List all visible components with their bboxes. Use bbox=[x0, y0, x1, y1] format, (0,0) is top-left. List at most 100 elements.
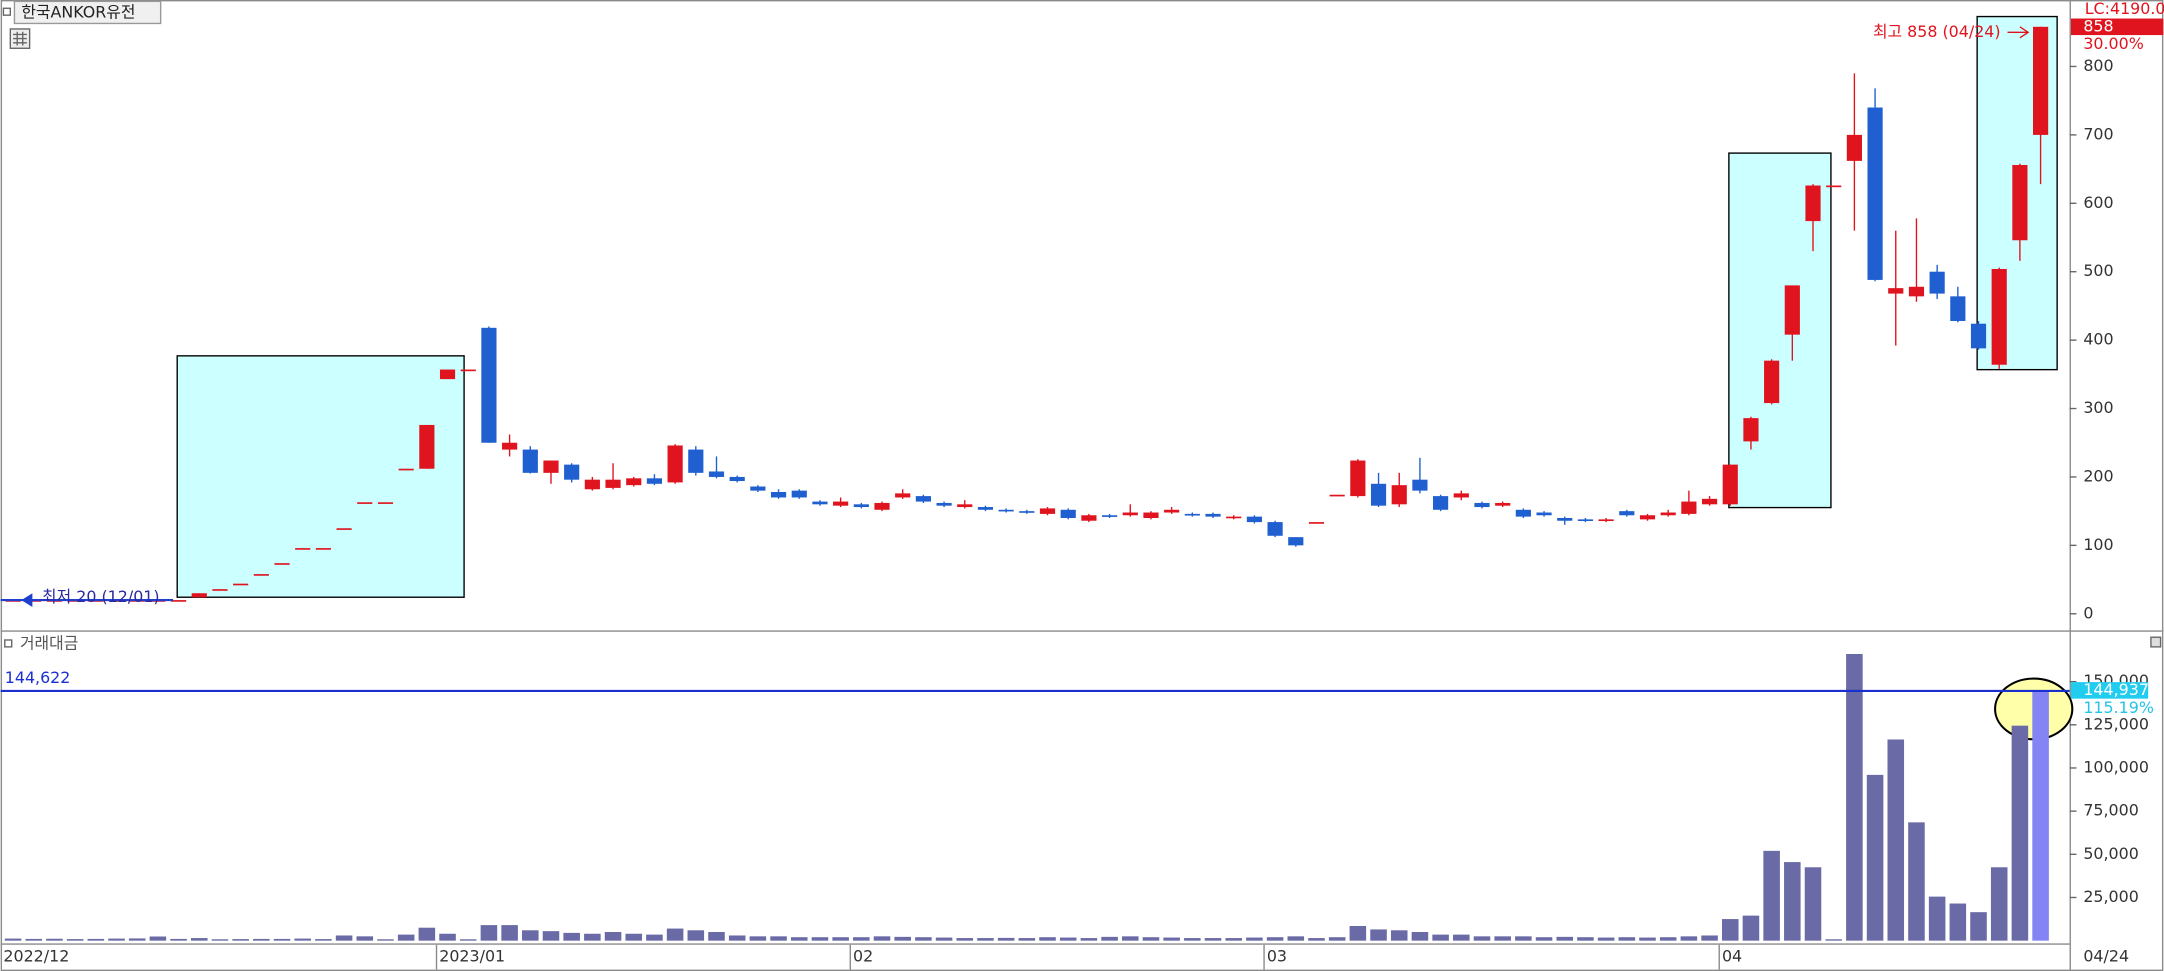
volume-bar bbox=[873, 936, 891, 941]
candle-body bbox=[1453, 493, 1469, 498]
volume-bar bbox=[1639, 937, 1656, 941]
candle-body bbox=[1598, 519, 1614, 522]
y-tick-label: 100 bbox=[2083, 535, 2113, 554]
candle-body bbox=[1226, 516, 1242, 519]
volume-bar bbox=[1928, 896, 1946, 941]
candle-body bbox=[1267, 522, 1283, 536]
candle-body bbox=[1867, 107, 1883, 280]
volume-bar bbox=[2011, 725, 2029, 941]
panel-title: 거래대금 bbox=[20, 634, 78, 653]
candle-body bbox=[936, 502, 952, 506]
x-tick-label: 02 bbox=[853, 947, 873, 966]
volume-bar bbox=[211, 939, 229, 941]
candle-body bbox=[170, 600, 187, 602]
volume-bar bbox=[1970, 912, 1987, 941]
volume-bar bbox=[935, 937, 953, 941]
candle-body bbox=[977, 507, 994, 510]
volume-bar bbox=[459, 939, 477, 941]
candle-body bbox=[564, 464, 580, 480]
volume-bar bbox=[1908, 822, 1925, 941]
y-tick-label: 400 bbox=[2083, 330, 2113, 349]
candle-body bbox=[874, 502, 890, 510]
volume-bar bbox=[728, 935, 746, 941]
volume-bar bbox=[190, 938, 208, 941]
y-tick-label: 500 bbox=[2083, 261, 2113, 280]
candle-body bbox=[1536, 512, 1552, 516]
candle-body bbox=[1039, 508, 1056, 514]
volume-bar bbox=[2032, 690, 2049, 941]
candle-body bbox=[357, 502, 373, 504]
volume-bar bbox=[625, 933, 643, 941]
candle-body bbox=[1660, 512, 1676, 516]
volume-bar bbox=[604, 932, 622, 941]
volume-bar bbox=[66, 939, 84, 941]
volume-bar bbox=[1121, 936, 1139, 941]
icon bbox=[13, 31, 27, 46]
volume-bar bbox=[253, 938, 270, 941]
volume-bar bbox=[1949, 903, 1967, 941]
candle-body bbox=[2033, 26, 2049, 135]
candle-body bbox=[1970, 323, 1987, 349]
candle-body bbox=[915, 496, 931, 502]
volume-bar bbox=[956, 938, 974, 941]
change-label: 30.00% bbox=[2083, 34, 2143, 53]
volume-bar bbox=[439, 933, 456, 941]
candle-body bbox=[1577, 519, 1594, 522]
volume-bar bbox=[128, 938, 146, 941]
candle-body bbox=[253, 574, 269, 576]
volume-bar bbox=[1866, 774, 1884, 941]
y-tick-label: 25,000 bbox=[2083, 887, 2139, 906]
volume-bar bbox=[749, 936, 767, 941]
volume-bar bbox=[1308, 938, 1325, 941]
candle-body bbox=[1329, 494, 1345, 497]
volume-bar bbox=[480, 925, 498, 941]
volume-bar bbox=[108, 938, 125, 941]
y-tick-label: 75,000 bbox=[2083, 801, 2139, 820]
candle-body bbox=[1784, 285, 1800, 335]
x-tick-label: 2023/01 bbox=[439, 947, 505, 966]
volume-bar bbox=[1101, 936, 1118, 941]
candle-body bbox=[626, 478, 642, 486]
candle-body bbox=[502, 442, 518, 450]
volume-bar bbox=[977, 938, 994, 941]
volume-bar bbox=[1411, 932, 1429, 941]
volume-bar bbox=[1370, 929, 1387, 941]
candle-body bbox=[1929, 271, 1945, 294]
volume-bar bbox=[1453, 934, 1470, 941]
candle-body bbox=[1846, 134, 1862, 161]
volume-bar bbox=[1018, 938, 1036, 941]
volume-bar bbox=[832, 937, 849, 941]
close-icon[interactable] bbox=[2150, 636, 2162, 648]
volume-bar bbox=[1680, 936, 1698, 941]
candle-body bbox=[770, 491, 787, 498]
candle-body bbox=[791, 490, 807, 498]
candle-body bbox=[1370, 483, 1387, 506]
volume-bar bbox=[997, 937, 1015, 941]
volume-bar bbox=[687, 930, 705, 941]
volume-bar bbox=[584, 933, 601, 941]
volume-bar bbox=[149, 936, 167, 941]
volume-bar bbox=[1287, 936, 1305, 941]
candle-body bbox=[646, 478, 663, 484]
candle-body bbox=[1805, 185, 1821, 222]
candle-body bbox=[1681, 501, 1697, 514]
y-tick-label: 600 bbox=[2083, 193, 2113, 212]
volume-bar bbox=[1556, 936, 1574, 941]
volume-bar bbox=[1246, 937, 1263, 941]
volume-bar bbox=[1597, 937, 1615, 941]
candle-body bbox=[1743, 418, 1759, 442]
x-tick-label: 2022/12 bbox=[3, 947, 69, 966]
candle-body bbox=[1495, 502, 1511, 506]
volume-bar bbox=[1784, 862, 1801, 941]
volume-bar bbox=[811, 937, 829, 941]
low-annotation: 최저 20 (12/01) bbox=[42, 587, 160, 606]
candle-body bbox=[439, 369, 456, 380]
volume-bar bbox=[1080, 938, 1098, 941]
candle-body bbox=[1888, 288, 1904, 294]
candle-body bbox=[543, 460, 559, 473]
volume-bar bbox=[1184, 938, 1201, 941]
candle-body bbox=[812, 501, 828, 505]
candle-body bbox=[957, 504, 973, 508]
